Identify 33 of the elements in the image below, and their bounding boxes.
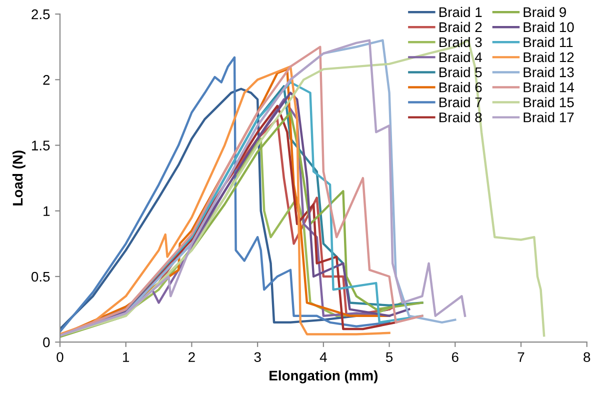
legend-label: Braid 7 (439, 97, 482, 108)
x-tick-label: 7 (518, 352, 524, 362)
x-tick-label: 1 (123, 352, 130, 362)
x-tick-label: 2 (188, 352, 195, 362)
legend-label: Braid 6 (439, 82, 482, 92)
legend-label: Braid 1 (439, 6, 482, 18)
y-tick-label: 1.5 (32, 140, 50, 150)
x-tick-label: 4 (320, 352, 327, 362)
x-tick-label: 8 (584, 352, 590, 362)
legend-label: Braid 2 (439, 22, 482, 32)
legend-label: Braid 11 (524, 36, 573, 48)
y-tick-label: 2 (43, 75, 50, 85)
y-tick-label: 0 (43, 337, 50, 348)
x-axis-title: Elongation (mm) (270, 370, 378, 384)
y-axis-title: Load (N) (12, 150, 26, 206)
y-tick-label: 1 (44, 206, 50, 216)
x-tick-label: 5 (386, 352, 393, 362)
y-tick-label: 0.5 (32, 272, 50, 282)
x-tick-label: 3 (254, 352, 261, 362)
legend-label: Braid 8 (439, 112, 482, 122)
legend-label: Braid 17 (524, 112, 574, 122)
x-tick-label: 0 (56, 352, 64, 362)
legend-label: Braid 5 (439, 67, 482, 78)
legend-label: Braid 9 (524, 6, 566, 18)
legend-label: Braid 3 (439, 36, 482, 48)
legend-label: Braid 15 (524, 97, 574, 108)
legend-label: Braid 10 (524, 22, 574, 32)
x-tick-label: 6 (452, 352, 458, 362)
legend-label: Braid 14 (524, 82, 574, 92)
legend-label: Braid 13 (524, 67, 574, 78)
legend-label: Braid 12 (524, 52, 574, 62)
y-tick-label: 2.5 (32, 9, 50, 20)
legend-label: Braid 4 (439, 52, 482, 62)
